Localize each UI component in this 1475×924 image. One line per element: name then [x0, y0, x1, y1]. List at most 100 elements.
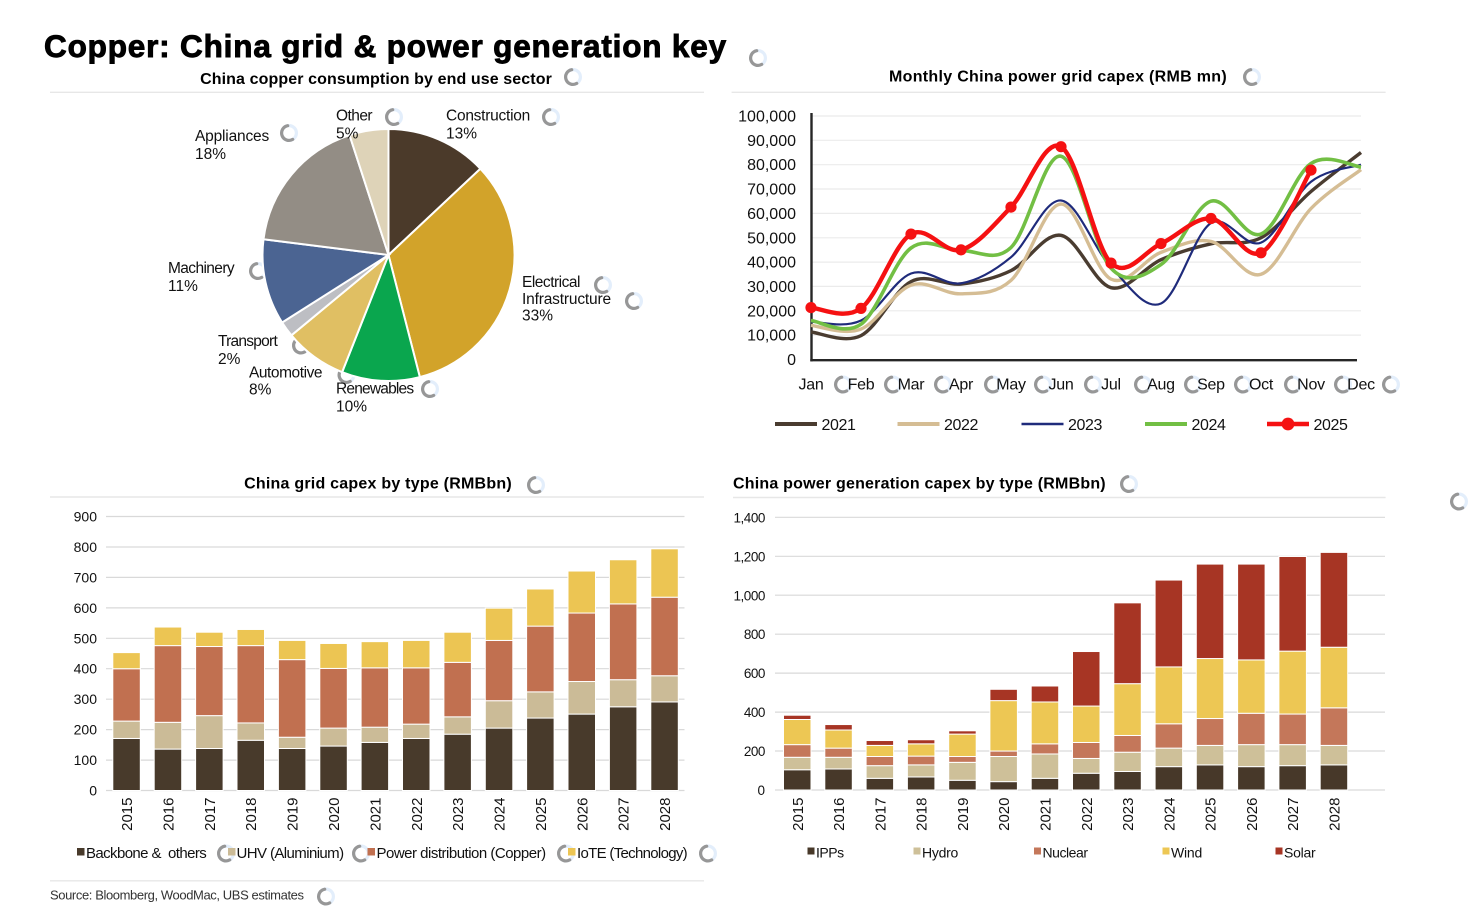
svg-text:10%: 10%	[336, 399, 367, 416]
svg-text:200: 200	[744, 744, 765, 759]
svg-text:Automotive: Automotive	[249, 365, 322, 382]
svg-text:2021: 2021	[1037, 798, 1054, 831]
svg-text:1,400: 1,400	[733, 510, 765, 525]
svg-text:800: 800	[74, 539, 98, 555]
svg-text:Source: Bloomberg, WoodMac, UB: Source: Bloomberg, WoodMac, UBS estimate…	[50, 888, 304, 903]
svg-text:Dec: Dec	[1347, 377, 1375, 394]
svg-text:Aug: Aug	[1147, 377, 1175, 394]
svg-text:Machinery: Machinery	[168, 260, 235, 277]
svg-text:China power generation capex b: China power generation capex by type (RM…	[733, 476, 1106, 493]
svg-text:5%: 5%	[336, 126, 359, 143]
svg-text:2020: 2020	[326, 798, 343, 831]
svg-text:2021: 2021	[367, 798, 384, 831]
svg-text:Other: Other	[336, 108, 372, 125]
svg-text:Appliances: Appliances	[195, 128, 269, 145]
svg-text:8%: 8%	[249, 382, 272, 399]
svg-text:UHV (Aluminium): UHV (Aluminium)	[237, 845, 345, 862]
svg-text:Jan: Jan	[799, 377, 824, 394]
svg-text:2015: 2015	[790, 798, 807, 831]
svg-text:2025: 2025	[1203, 798, 1220, 831]
svg-text:2026: 2026	[1244, 798, 1261, 831]
svg-text:May: May	[996, 377, 1026, 394]
svg-text:30,000: 30,000	[747, 279, 796, 296]
svg-text:18%: 18%	[195, 146, 226, 163]
svg-text:2018: 2018	[243, 798, 260, 831]
svg-text:2024: 2024	[1192, 417, 1226, 434]
svg-text:2024: 2024	[492, 798, 509, 831]
svg-text:2026: 2026	[574, 798, 591, 831]
svg-text:20,000: 20,000	[747, 303, 796, 320]
svg-text:2028: 2028	[1326, 798, 1343, 831]
svg-text:1,000: 1,000	[733, 588, 765, 603]
svg-text:Feb: Feb	[848, 377, 875, 394]
svg-text:China grid capex by type (RMBb: China grid capex by type (RMBbn)	[244, 476, 512, 493]
svg-text:Backbone & others: Backbone & others	[86, 845, 206, 862]
svg-text:13%: 13%	[446, 126, 477, 143]
svg-text:0: 0	[787, 352, 796, 369]
svg-text:400: 400	[744, 705, 765, 720]
svg-text:Sep: Sep	[1197, 377, 1225, 394]
svg-text:40,000: 40,000	[747, 255, 796, 272]
svg-text:400: 400	[74, 661, 98, 677]
svg-text:2022: 2022	[409, 798, 426, 831]
svg-text:Apr: Apr	[949, 377, 974, 394]
svg-text:200: 200	[74, 722, 98, 738]
svg-text:2024: 2024	[1161, 798, 1178, 831]
svg-text:2025: 2025	[1314, 417, 1348, 434]
svg-text:300: 300	[74, 691, 98, 707]
svg-text:700: 700	[74, 569, 98, 585]
svg-text:Jul: Jul	[1101, 377, 1121, 394]
svg-text:Power distribution (Copper): Power distribution (Copper)	[377, 845, 547, 862]
svg-text:China copper consumption by en: China copper consumption by end use sect…	[200, 71, 552, 88]
svg-text:Electrical: Electrical	[522, 274, 580, 291]
svg-text:2025: 2025	[533, 798, 550, 831]
svg-text:Copper: China grid & power gen: Copper: China grid & power generation ke…	[44, 28, 727, 64]
svg-text:2022: 2022	[944, 417, 978, 434]
svg-text:600: 600	[744, 666, 765, 681]
svg-text:2016: 2016	[831, 798, 848, 831]
svg-text:Construction: Construction	[446, 108, 530, 125]
svg-text:50,000: 50,000	[747, 230, 796, 247]
svg-text:90,000: 90,000	[747, 133, 796, 150]
svg-text:2027: 2027	[1285, 798, 1302, 831]
svg-text:70,000: 70,000	[747, 182, 796, 199]
svg-text:500: 500	[74, 630, 98, 646]
svg-text:Nov: Nov	[1297, 377, 1325, 394]
svg-text:Infrastructure: Infrastructure	[522, 291, 611, 308]
svg-text:Mar: Mar	[898, 377, 926, 394]
svg-text:Wind: Wind	[1171, 845, 1202, 861]
svg-text:2020: 2020	[996, 797, 1013, 830]
svg-text:900: 900	[74, 509, 98, 525]
svg-text:0: 0	[89, 783, 97, 799]
svg-text:Oct: Oct	[1249, 377, 1274, 394]
svg-text:Nuclear: Nuclear	[1043, 845, 1089, 861]
svg-text:600: 600	[74, 600, 98, 616]
svg-text:2019: 2019	[285, 798, 302, 831]
svg-text:2016: 2016	[160, 798, 177, 831]
svg-text:2015: 2015	[119, 798, 136, 831]
svg-text:1,200: 1,200	[733, 549, 765, 564]
svg-text:IPPs: IPPs	[816, 845, 844, 861]
svg-text:Monthly China power grid capex: Monthly China power grid capex (RMB mn)	[889, 69, 1227, 86]
svg-text:2028: 2028	[657, 798, 674, 831]
svg-text:2017: 2017	[872, 798, 889, 831]
svg-text:2019: 2019	[955, 798, 972, 831]
svg-text:11%: 11%	[168, 278, 198, 295]
svg-text:33%: 33%	[522, 308, 553, 325]
svg-text:2023: 2023	[1068, 417, 1102, 434]
svg-text:100: 100	[74, 752, 98, 768]
svg-text:Hydro: Hydro	[922, 845, 958, 861]
svg-text:10,000: 10,000	[747, 328, 796, 345]
svg-text:Renewables: Renewables	[336, 381, 414, 398]
svg-text:800: 800	[744, 627, 765, 642]
svg-text:60,000: 60,000	[747, 206, 796, 223]
svg-text:0: 0	[757, 783, 765, 798]
svg-text:2018: 2018	[914, 798, 931, 831]
svg-text:2023: 2023	[1120, 798, 1137, 831]
svg-text:2027: 2027	[616, 798, 633, 831]
svg-text:2017: 2017	[202, 798, 219, 831]
svg-text:2023: 2023	[450, 798, 467, 831]
svg-text:80,000: 80,000	[747, 157, 796, 174]
svg-text:2%: 2%	[218, 351, 241, 368]
svg-text:Solar: Solar	[1284, 845, 1316, 861]
